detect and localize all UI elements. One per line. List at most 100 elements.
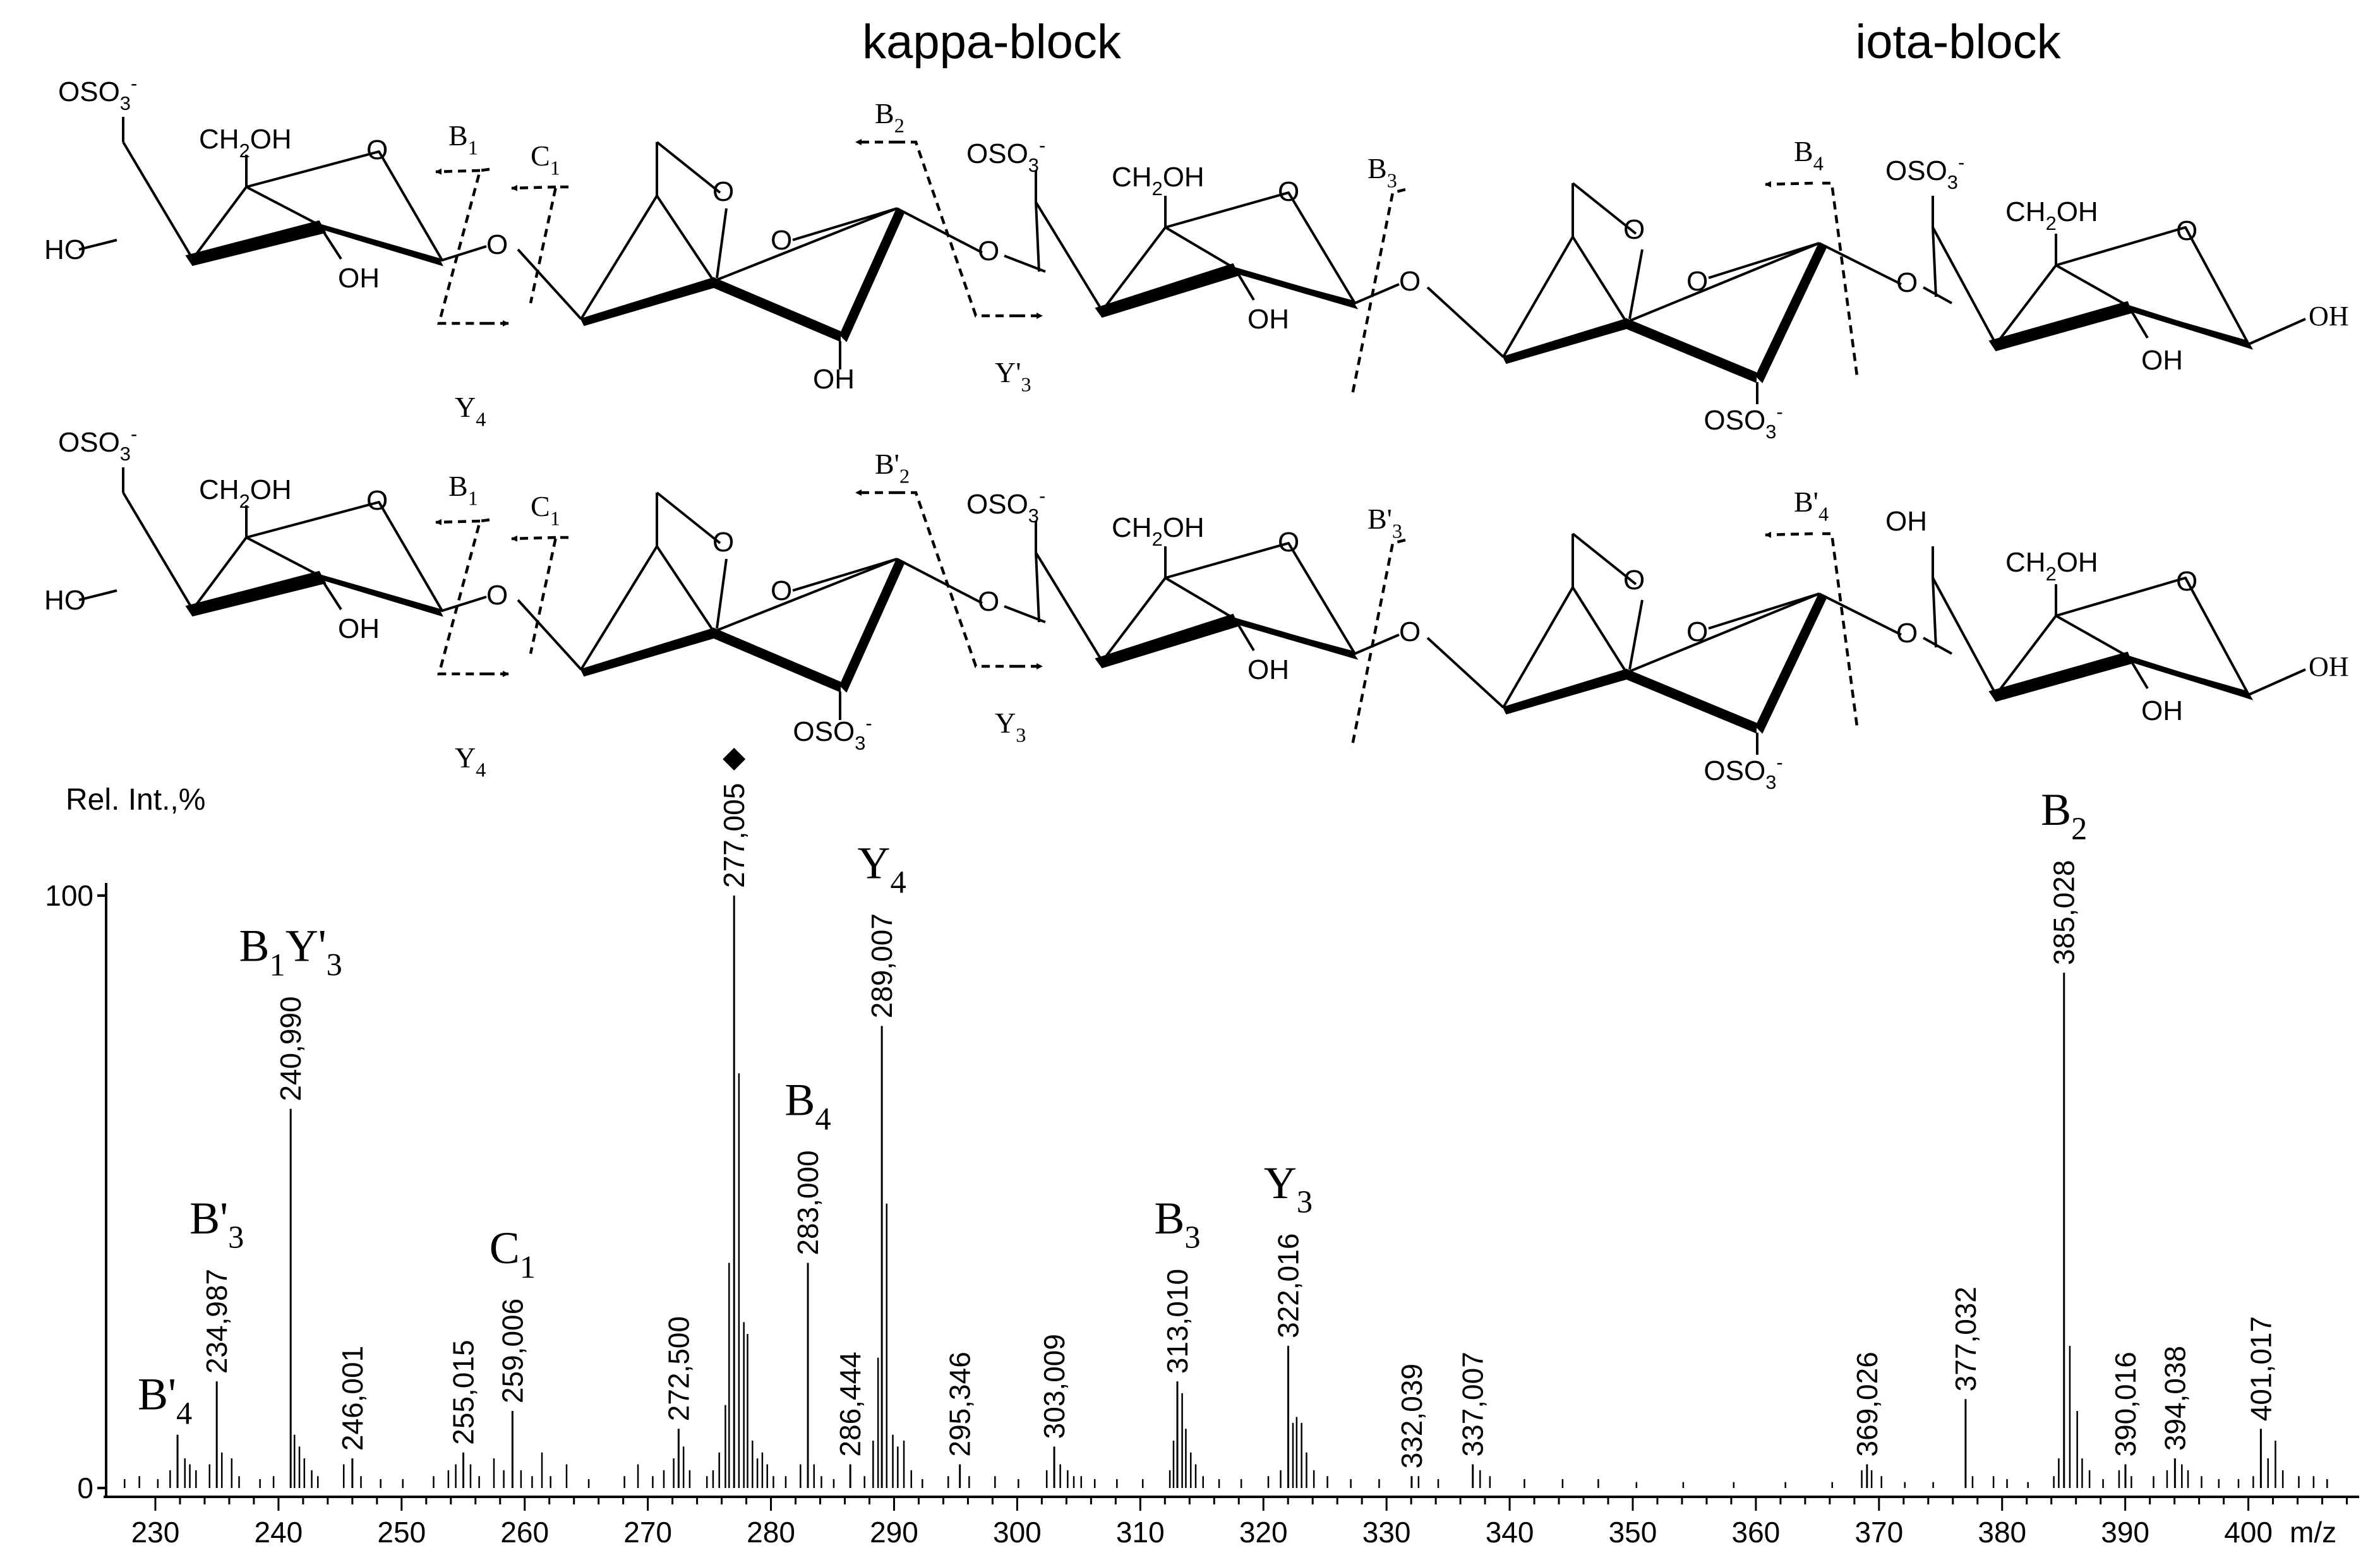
peak-mz-label: 401,017 — [2244, 1316, 2277, 1421]
ion-label: Y3 — [1264, 1158, 1313, 1220]
iota-block-title: iota-block — [1855, 15, 2061, 69]
ring-label: O — [771, 575, 792, 606]
ring-label: O — [1623, 214, 1645, 245]
peak-mz-label: 246,001 — [336, 1346, 369, 1451]
ring-label: O — [366, 135, 388, 165]
ring-label: O — [1278, 176, 1299, 207]
ion-label: B3 — [1154, 1193, 1200, 1255]
x-tick-label: 400 — [2224, 1516, 2273, 1549]
fragment-label: B1 — [448, 470, 478, 510]
ring-label: O — [486, 229, 508, 260]
x-tick-label: 390 — [2101, 1516, 2149, 1549]
peak-mz-label: 337,007 — [1457, 1352, 1489, 1456]
peak-mz-label: 295,346 — [944, 1352, 977, 1456]
ring-label: O — [1278, 527, 1299, 558]
ring-label: OH — [2141, 345, 2183, 376]
ring-label: OH — [2309, 301, 2349, 332]
peak-mz-label: 322,016 — [1272, 1233, 1305, 1338]
ring-label: O — [366, 485, 388, 516]
ring-label: CH2OH — [2005, 547, 2098, 585]
ring-label: CH2OH — [1112, 162, 1205, 200]
ring-label: O — [712, 527, 734, 558]
ring-label: O — [771, 225, 792, 256]
ring-label: OH — [1247, 304, 1289, 335]
ring-label: O — [1399, 616, 1421, 647]
fragment-label: B'2 — [875, 448, 910, 488]
peak-mz-label: 394,038 — [2158, 1346, 2191, 1451]
ion-label: B4 — [784, 1075, 831, 1137]
peak-mz-label: 289,007 — [865, 913, 898, 1018]
x-tick-label: 300 — [993, 1516, 1042, 1549]
x-tick-label: 290 — [870, 1516, 918, 1549]
ring-label: OH — [2309, 651, 2349, 682]
ring-label: O — [978, 586, 999, 617]
fragment-label: Y'3 — [995, 356, 1031, 396]
ring-label: OSO3- — [1885, 151, 1964, 193]
peak-mz-label: 286,444 — [834, 1352, 867, 1456]
peak-mz-label: 303,009 — [1038, 1334, 1071, 1439]
ion-label: B1Y'3 — [239, 921, 342, 983]
ring-label: OH — [1247, 654, 1289, 685]
ring-label: CH2OH — [2005, 196, 2098, 234]
x-tick-label: 270 — [623, 1516, 672, 1549]
peak-mz-label: 313,010 — [1161, 1269, 1194, 1374]
ion-label: B2 — [2041, 784, 2087, 846]
peak-mz-label: 283,000 — [791, 1150, 824, 1255]
ring-label: O — [712, 176, 734, 207]
fragment-label: Y4 — [455, 741, 486, 781]
ring-label: OH — [1885, 506, 1927, 537]
peak-mz-label: 332,039 — [1395, 1364, 1428, 1468]
ring-label: O — [978, 236, 999, 267]
ring-label: OH — [338, 613, 380, 644]
ring-label: OSO3- — [966, 484, 1045, 527]
ion-label: B'4 — [138, 1369, 192, 1431]
y-tick-label: 100 — [45, 879, 93, 912]
peak-mz-label: 377,032 — [1949, 1287, 1982, 1391]
peak-mz-label: 385,028 — [2048, 860, 2081, 965]
fragment-label: Y4 — [455, 391, 486, 431]
peak-mz-label: 369,026 — [1851, 1352, 1884, 1456]
ring-label: OSO3- — [793, 712, 872, 754]
x-tick-label: 260 — [500, 1516, 549, 1549]
ring-label: OSO3- — [966, 134, 1045, 176]
ring-label: CH2OH — [1112, 512, 1205, 550]
x-tick-label: 340 — [1486, 1516, 1534, 1549]
fragment-label: B2 — [875, 97, 905, 137]
x-tick-label: 370 — [1854, 1516, 1903, 1549]
ring-label: HO — [44, 585, 86, 616]
fragment-label: B'3 — [1367, 503, 1402, 543]
mass-spectrum: Rel. Int.,% 0 100 230 240 250 260 270 280 290 300… — [45, 748, 2359, 1549]
base-peak-marker — [723, 748, 746, 771]
fragment-label: Y3 — [995, 707, 1026, 747]
ring-label: O — [1399, 266, 1421, 297]
ring-label: OSO3- — [1704, 751, 1782, 793]
ion-label: B'3 — [189, 1193, 244, 1255]
ring-label: OSO3- — [1704, 400, 1782, 443]
ring-label: O — [1623, 565, 1645, 596]
fragment-label: B3 — [1367, 152, 1397, 192]
ion-label: C1 — [490, 1223, 536, 1285]
fragment-label: B1 — [448, 119, 478, 159]
x-tick-label: 230 — [131, 1516, 180, 1549]
y-tick-label: 0 — [77, 1472, 93, 1504]
fragment-label: C1 — [531, 490, 560, 530]
x-tick-label: 380 — [1978, 1516, 2026, 1549]
ring-label: OH — [813, 364, 855, 395]
x-tick-label: 320 — [1239, 1516, 1288, 1549]
y-axis-label: Rel. Int.,% — [66, 783, 205, 817]
x-tick-label: 360 — [1732, 1516, 1781, 1549]
peak-mz-label: 272,500 — [662, 1316, 695, 1421]
x-tick-label: 250 — [377, 1516, 426, 1549]
x-tick-label: 240 — [255, 1516, 303, 1549]
peak-mz-label: 240,990 — [274, 996, 307, 1101]
ring-label: O — [2176, 215, 2197, 246]
peak-mz-label: 277,005 — [718, 783, 750, 888]
fragment-label: B'4 — [1794, 486, 1829, 525]
ring-label: OSO3- — [58, 72, 137, 114]
x-tick-label: 310 — [1116, 1516, 1165, 1549]
ring-label: OH — [338, 263, 380, 294]
fragment-label: C1 — [531, 140, 560, 179]
ring-label: OSO3- — [58, 423, 137, 465]
